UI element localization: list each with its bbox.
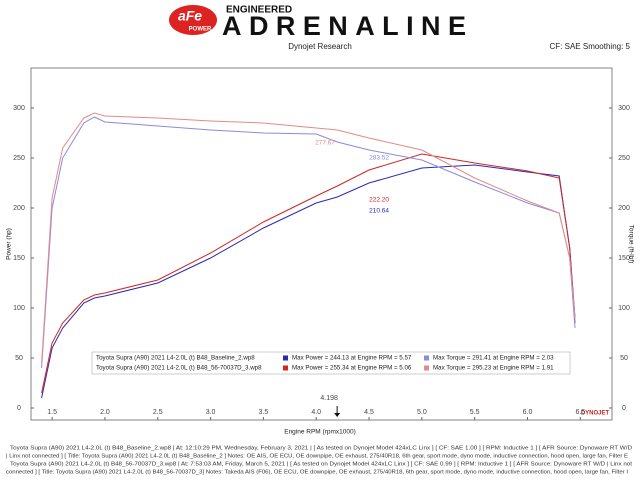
y-tick-label: 100 (13, 305, 25, 312)
readout: 222.20 (369, 197, 389, 204)
y-axis-title: Power (hp) (6, 228, 13, 260)
dynojet-mark: DYNOJET (581, 411, 610, 417)
legend-swatch (283, 355, 288, 361)
y-tick-label: 250 (13, 155, 25, 162)
brand-sub: POWER (189, 27, 212, 33)
brand: aFe (178, 8, 202, 24)
header-title: ADRENALINE (222, 11, 466, 41)
y2-tick-label: 0 (622, 405, 626, 412)
y2-tick-label: 250 (618, 155, 630, 162)
x-tick-label: 5.0 (417, 409, 427, 416)
y2-tick-label: 50 (620, 355, 628, 362)
y2-tick-label: 150 (618, 255, 630, 262)
y2-tick-label: 200 (618, 205, 630, 212)
legend-swatch (283, 365, 288, 371)
legend-swatch (424, 355, 429, 361)
footnote: Toyota Supra (A90) 2021 L4-2.0L (t) B48_… (10, 445, 632, 451)
x-tick-label: 2.5 (153, 409, 163, 416)
series-line (41, 153, 576, 394)
x-tick-label: 4.5 (364, 409, 374, 416)
legend-torque: Max Torque = 291.41 at Engine RPM = 2.03 (433, 355, 554, 362)
chart-subtitle: CF: SAE Smoothing: 5 (550, 42, 631, 51)
legend-file: Toyota Supra (A90) 2021 L4-2.0L (t) B48_… (96, 355, 255, 362)
y2-tick-label: 100 (618, 305, 630, 312)
x-tick-label: 6.5 (575, 409, 585, 416)
legend-torque: Max Torque = 295.23 at Engine RPM = 1.91 (433, 365, 554, 372)
readout: 277.67 (315, 140, 335, 147)
x-tick-label: 3.5 (259, 409, 269, 416)
legend-box (91, 351, 571, 375)
x-tick-label: 4.0 (311, 409, 321, 416)
readout: 283.52 (369, 155, 389, 162)
cursor-label: 4.198 (320, 395, 338, 402)
chart-title: Dynojet Research (288, 42, 352, 51)
series-line (41, 116, 576, 369)
y2-axis-title: Torque (ft-lbf) (627, 225, 634, 264)
x-tick-label: 6.0 (523, 409, 533, 416)
logo-badge (169, 5, 217, 35)
x-axis-title: Engine RPM (rpmx1000) (284, 429, 356, 436)
y2-tick-label: 300 (618, 105, 630, 112)
cursor-arrow (334, 413, 341, 417)
series-line (41, 112, 576, 364)
legend-power: Max Power = 255.34 at Engine RPM = 5.06 (292, 365, 412, 372)
legend-swatch (424, 365, 429, 371)
footnote: Toyota Supra (A90) 2021 L4-2.0L (t) B48_… (10, 461, 632, 467)
logo: aFe POWER ENGINEERED ADRENALINE (169, 5, 466, 41)
y-tick-label: 50 (15, 355, 23, 362)
y-tick-label: 0 (17, 405, 21, 412)
y-tick-label: 200 (13, 205, 25, 212)
tagline: ENGINEERED (226, 5, 292, 16)
readout: 210.64 (369, 208, 389, 215)
x-tick-label: 3.0 (206, 409, 216, 416)
x-tick-label: 2.0 (100, 409, 110, 416)
legend-file: Toyota Supra (A90) 2021 L4-2.0L (t) B48_… (96, 365, 262, 372)
legend-power: Max Power = 244.13 at Engine RPM = 5.57 (292, 355, 412, 362)
y-tick-label: 150 (13, 255, 25, 262)
footnote: | Linx not connected ] [ Title: Toyota S… (6, 453, 628, 459)
plot-frame (30, 67, 613, 421)
x-tick-label: 1.5 (47, 409, 57, 416)
x-tick-label: 5.5 (470, 409, 480, 416)
footnote: connected ] [ Title: Toyota Supra (A90) … (6, 469, 628, 475)
y-tick-label: 300 (13, 105, 25, 112)
